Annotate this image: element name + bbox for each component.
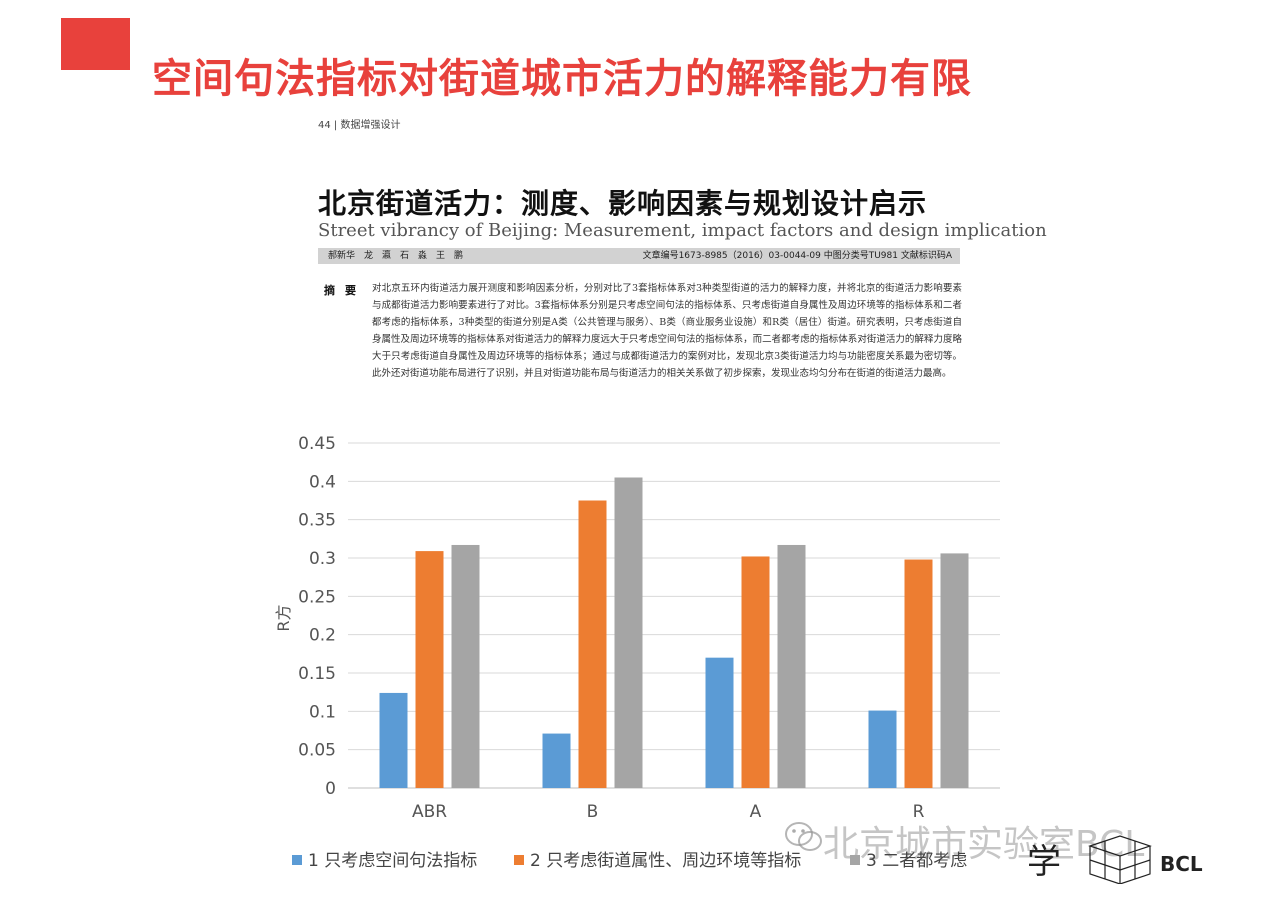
bar: [777, 544, 806, 788]
x-tick-label: B: [587, 802, 599, 822]
bar: [904, 559, 933, 788]
watermark: 北京城市实验室BCL: [823, 824, 1145, 865]
slide-title: 空间句法指标对街道城市活力的解释能力有限: [152, 56, 972, 102]
abstract-text: 对北京五环内街道活力展开测度和影响因素分析，分别对比了3套指标体系对3种类型街道…: [372, 283, 962, 379]
y-tick-label: 0.05: [298, 741, 336, 761]
bar: [451, 544, 480, 788]
abstract-label: 摘要: [324, 284, 366, 297]
y-tick-label: 0.15: [298, 664, 336, 684]
legend-swatch-orange: [514, 855, 524, 865]
paper-title-en: Street vibrancy of Beijing: Measurement,…: [318, 220, 1047, 241]
y-tick-label: 0.3: [309, 549, 336, 569]
y-tick-label: 0.4: [309, 472, 336, 492]
legend-item-series-3: 3 二者都考虑: [850, 846, 967, 871]
x-tick-label: ABR: [412, 802, 447, 822]
paper-meta-bar: 郝新华 龙 瀛 石 淼 王 鹏 文章编号1673-8985（2016）03-00…: [318, 248, 960, 264]
y-tick-label: 0.2: [309, 626, 336, 646]
y-axis-label: R方: [274, 604, 293, 631]
y-tick-label: 0.25: [298, 587, 336, 607]
bar: [940, 553, 969, 788]
bcl-logo-text: BCL: [1160, 852, 1203, 876]
bar: [379, 692, 408, 788]
calligraphy-char: 学: [1027, 842, 1061, 882]
paper-meta-info: 文章编号1673-8985（2016）03-0044-09 中图分类号TU981…: [642, 251, 952, 261]
x-tick-label: A: [750, 802, 762, 822]
bar: [868, 710, 897, 788]
wechat-icon: [785, 822, 822, 851]
legend-label-3: 3 二者都考虑: [866, 851, 968, 871]
bar: [705, 657, 734, 788]
paper-header: 44 | 数据增强设计: [318, 120, 401, 131]
bar: [578, 500, 607, 788]
legend-label-2: 2 只考虑街道属性、周边环境等指标: [530, 851, 802, 871]
paper-title-cn: 北京街道活力：测度、影响因素与规划设计启示: [318, 187, 928, 220]
bar: [542, 733, 571, 788]
y-tick-label: 0.35: [298, 511, 336, 531]
legend-item-series-1: 1 只考虑空间句法指标: [292, 846, 477, 871]
legend-item-series-2: 2 只考虑街道属性、周边环境等指标: [514, 846, 801, 871]
y-tick-label: 0.1: [309, 702, 336, 722]
bar: [415, 551, 444, 788]
bcl-cube-icon: [1088, 835, 1152, 884]
legend-swatch-gray: [850, 855, 860, 865]
y-tick-label: 0: [325, 779, 336, 799]
bar: [614, 477, 643, 788]
legend-swatch-blue: [292, 855, 302, 865]
calligraphy-logo: 学: [1027, 842, 1061, 882]
paper-authors: 郝新华 龙 瀛 石 淼 王 鹏: [328, 251, 464, 261]
slide-title-marker: [61, 18, 130, 70]
y-tick-label: 0.45: [298, 434, 336, 454]
paper-excerpt: 44 | 数据增强设计 北京街道活力：测度、影响因素与规划设计启示 Street…: [300, 110, 1047, 420]
x-tick-label: R: [913, 802, 925, 822]
legend-label-1: 1 只考虑空间句法指标: [308, 851, 478, 871]
bar: [741, 556, 770, 788]
